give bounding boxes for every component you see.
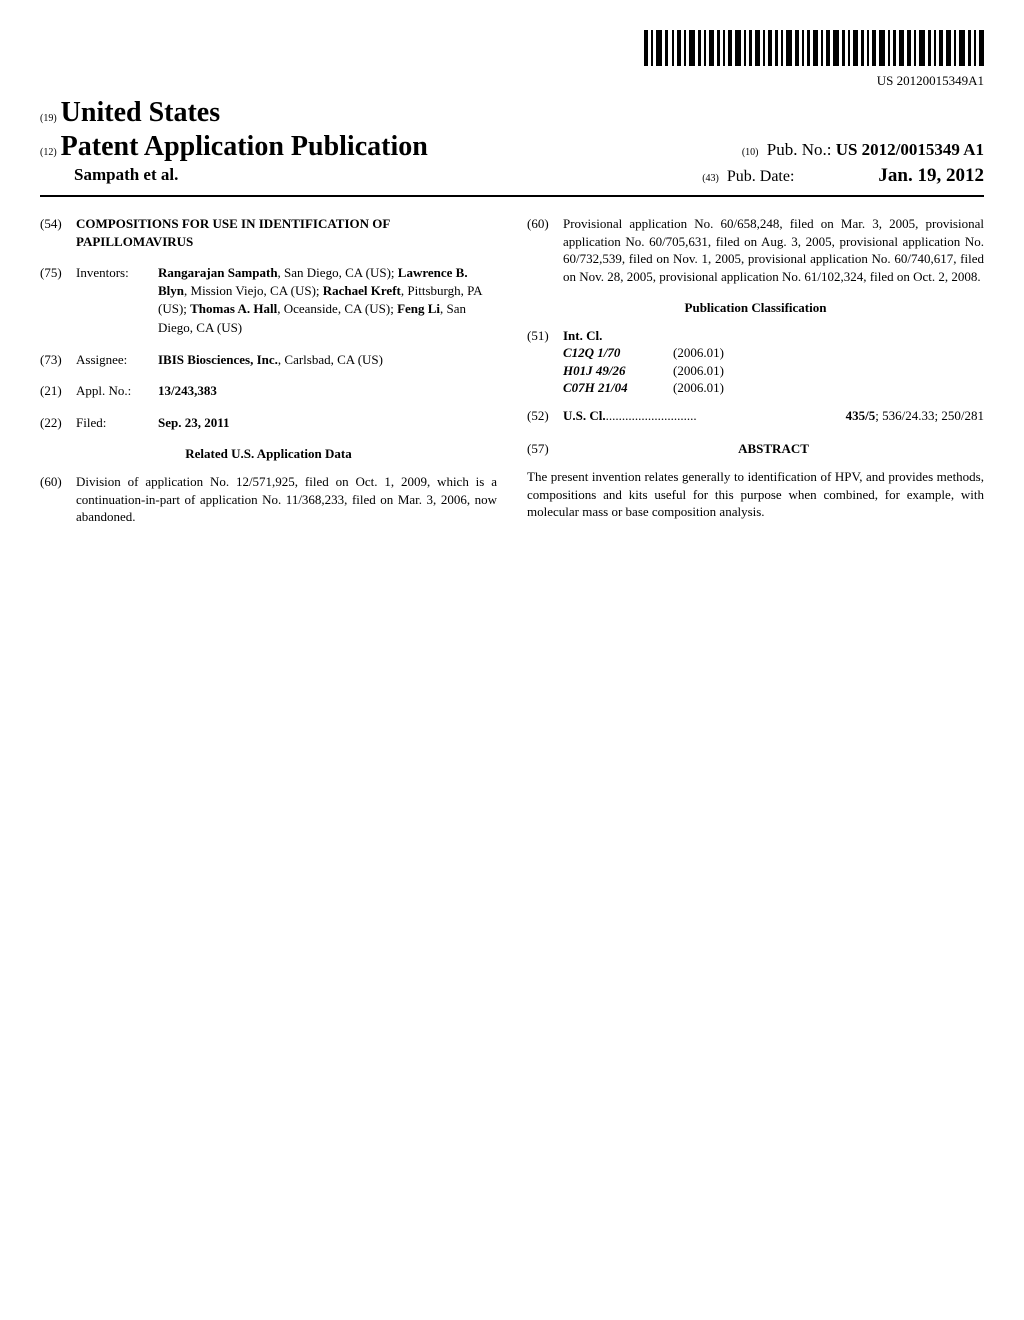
related-text: Division of application No. 12/571,925, … xyxy=(76,473,497,526)
title-code: (54) xyxy=(40,215,76,250)
int-cl-item: H01J 49/26 (2006.01) xyxy=(563,362,984,380)
provisional-text: Provisional application No. 60/658,248, … xyxy=(563,215,984,285)
pub-date-section: (43) Pub. Date: Jan. 19, 2012 xyxy=(702,165,984,187)
abstract-heading: ABSTRACT xyxy=(563,440,984,458)
pub-no-code: (10) xyxy=(742,147,759,158)
filed-label: Filed: xyxy=(76,414,158,432)
assignee-value: IBIS Biosciences, Inc., Carlsbad, CA (US… xyxy=(158,351,497,369)
int-cl-content: Int. Cl. C12Q 1/70 (2006.01) H01J 49/26 … xyxy=(563,327,984,397)
inventor-name: Feng Li xyxy=(397,301,440,316)
abstract-code: (57) xyxy=(527,440,563,458)
us-cl-content: U.S. Cl. ............................ 43… xyxy=(563,407,984,425)
pub-title-left: (12) Patent Application Publication xyxy=(40,131,428,163)
inventor-loc: , Oceanside, CA (US); xyxy=(277,301,397,316)
cl-code: H01J 49/26 xyxy=(563,362,673,380)
country-code: (19) xyxy=(40,113,57,124)
abstract-text: The present invention relates generally … xyxy=(527,468,984,521)
inventors-code: (75) xyxy=(40,264,76,337)
author-name: Sampath et al. xyxy=(74,165,178,187)
appl-no-field: (21) Appl. No.: 13/243,383 xyxy=(40,382,497,400)
related-code: (60) xyxy=(40,473,76,526)
filed-code: (22) xyxy=(40,414,76,432)
assignee-field: (73) Assignee: IBIS Biosciences, Inc., C… xyxy=(40,351,497,369)
cl-code: C12Q 1/70 xyxy=(563,344,673,362)
invention-title: COMPOSITIONS FOR USE IN IDENTIFICATION O… xyxy=(76,215,497,250)
pub-no-section: (10) Pub. No.: US 2012/0015349 A1 xyxy=(742,140,984,160)
left-column: (54) COMPOSITIONS FOR USE IN IDENTIFICAT… xyxy=(40,215,497,540)
pub-class-heading: Publication Classification xyxy=(527,299,984,317)
inventors-label: Inventors: xyxy=(76,264,158,337)
appl-code: (21) xyxy=(40,382,76,400)
appl-no: 13/243,383 xyxy=(158,382,497,400)
int-cl-item: C12Q 1/70 (2006.01) xyxy=(563,344,984,362)
us-cl-bold: 435/5 xyxy=(846,408,876,423)
us-cl-values: 435/5; 536/24.33; 250/281 xyxy=(846,407,984,425)
author-row: Sampath et al. (43) Pub. Date: Jan. 19, … xyxy=(40,165,984,187)
pub-no-label: Pub. No.: xyxy=(767,140,832,159)
pub-date: Jan. 19, 2012 xyxy=(798,165,984,186)
cl-year: (2006.01) xyxy=(673,362,984,380)
assignee-name: IBIS Biosciences, Inc. xyxy=(158,352,278,367)
cl-code: C07H 21/04 xyxy=(563,379,673,397)
country-name: United States xyxy=(61,97,220,129)
assignee-label: Assignee: xyxy=(76,351,158,369)
barcode-svg xyxy=(644,30,984,66)
inventors-field: (75) Inventors: Rangarajan Sampath, San … xyxy=(40,264,497,337)
appl-label: Appl. No.: xyxy=(76,382,158,400)
right-column: (60) Provisional application No. 60/658,… xyxy=(527,215,984,540)
related-field: (60) Division of application No. 12/571,… xyxy=(40,473,497,526)
int-cl-code: (51) xyxy=(527,327,563,397)
int-cl-field: (51) Int. Cl. C12Q 1/70 (2006.01) H01J 4… xyxy=(527,327,984,397)
cl-year: (2006.01) xyxy=(673,344,984,362)
int-cl-label: Int. Cl. xyxy=(563,327,984,345)
inventor-name: Rangarajan Sampath xyxy=(158,265,278,280)
provisional-field: (60) Provisional application No. 60/658,… xyxy=(527,215,984,285)
pub-code: (12) xyxy=(40,147,57,158)
abstract-heading-row: (57) ABSTRACT xyxy=(527,440,984,458)
barcode-section: US 20120015349A1 xyxy=(40,30,984,89)
inventor-loc: , San Diego, CA (US); xyxy=(278,265,398,280)
inventors-list: Rangarajan Sampath, San Diego, CA (US); … xyxy=(158,264,497,337)
us-cl-field: (52) U.S. Cl. ..........................… xyxy=(527,407,984,425)
pub-date-label: Pub. Date: xyxy=(727,168,795,185)
barcode-number: US 20120015349A1 xyxy=(40,73,984,89)
filed-date: Sep. 23, 2011 xyxy=(158,414,497,432)
pub-type: Patent Application Publication xyxy=(61,131,428,163)
pub-no: US 2012/0015349 A1 xyxy=(836,140,984,159)
assignee-code: (73) xyxy=(40,351,76,369)
related-heading: Related U.S. Application Data xyxy=(40,445,497,463)
cl-year: (2006.01) xyxy=(673,379,984,397)
inventor-name: Thomas A. Hall xyxy=(190,301,277,316)
two-column-body: (54) COMPOSITIONS FOR USE IN IDENTIFICAT… xyxy=(40,215,984,540)
inventor-loc: , Mission Viejo, CA (US); xyxy=(184,283,323,298)
inventor-name: Rachael Kreft xyxy=(323,283,401,298)
int-cl-item: C07H 21/04 (2006.01) xyxy=(563,379,984,397)
provisional-code: (60) xyxy=(527,215,563,285)
pub-date-code: (43) xyxy=(702,173,719,184)
us-cl-code: (52) xyxy=(527,407,563,425)
country-row: (19) United States xyxy=(40,97,984,129)
assignee-loc: , Carlsbad, CA (US) xyxy=(278,352,383,367)
us-cl-label: U.S. Cl. xyxy=(563,407,606,425)
title-field: (54) COMPOSITIONS FOR USE IN IDENTIFICAT… xyxy=(40,215,497,250)
barcode-image xyxy=(644,30,984,66)
us-cl-dots: ............................ xyxy=(606,407,846,425)
filed-field: (22) Filed: Sep. 23, 2011 xyxy=(40,414,497,432)
divider xyxy=(40,195,984,197)
us-cl-rest: ; 536/24.33; 250/281 xyxy=(875,408,984,423)
pub-title-row: (12) Patent Application Publication (10)… xyxy=(40,131,984,163)
